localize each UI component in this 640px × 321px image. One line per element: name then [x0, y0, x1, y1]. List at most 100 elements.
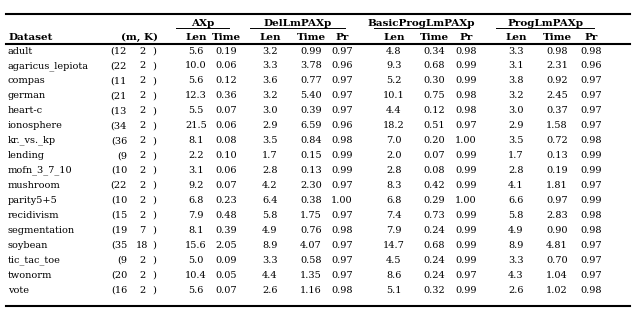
Text: 5.6: 5.6: [188, 76, 204, 85]
Text: 9.3: 9.3: [387, 61, 402, 70]
Text: 0.24: 0.24: [423, 226, 445, 235]
Text: 2: 2: [139, 211, 145, 220]
Text: 3.8: 3.8: [508, 76, 524, 85]
Text: Time: Time: [211, 32, 241, 41]
Text: (9: (9: [117, 256, 127, 265]
Text: 0.39: 0.39: [215, 226, 237, 235]
Text: 2: 2: [139, 196, 145, 205]
Text: 0.24: 0.24: [423, 271, 445, 280]
Text: 1.00: 1.00: [455, 196, 477, 205]
Text: 1.7: 1.7: [262, 151, 278, 160]
Text: mushroom: mushroom: [8, 181, 61, 190]
Text: tic_tac_toe: tic_tac_toe: [8, 255, 61, 265]
Text: Pr: Pr: [460, 32, 473, 41]
Text: 3.2: 3.2: [262, 47, 278, 56]
Text: 2.8: 2.8: [387, 166, 402, 175]
Text: ): ): [152, 271, 156, 280]
Text: kr._vs._kp: kr._vs._kp: [8, 136, 56, 145]
Text: 3.0: 3.0: [262, 106, 278, 115]
Text: 0.97: 0.97: [331, 91, 353, 100]
Text: 0.06: 0.06: [215, 61, 237, 70]
Text: ): ): [152, 61, 156, 70]
Text: (19: (19: [111, 226, 127, 235]
Text: 1.02: 1.02: [546, 286, 568, 295]
Text: 0.84: 0.84: [300, 136, 322, 145]
Text: Pr: Pr: [335, 32, 349, 41]
Text: 4.4: 4.4: [262, 271, 278, 280]
Text: 2: 2: [139, 271, 145, 280]
Text: 3.3: 3.3: [508, 256, 524, 265]
Text: 14.7: 14.7: [383, 241, 405, 250]
Text: 5.8: 5.8: [262, 211, 278, 220]
Text: 3.2: 3.2: [508, 91, 524, 100]
Text: 3.78: 3.78: [300, 61, 322, 70]
Text: 0.07: 0.07: [215, 286, 237, 295]
Text: 3.2: 3.2: [262, 91, 278, 100]
Text: ): ): [152, 211, 156, 220]
Text: 8.3: 8.3: [387, 181, 402, 190]
Text: 0.32: 0.32: [423, 286, 445, 295]
Text: 0.97: 0.97: [331, 181, 353, 190]
Text: Len: Len: [185, 32, 207, 41]
Text: 0.99: 0.99: [455, 226, 477, 235]
Text: (35: (35: [111, 241, 127, 250]
Text: (20: (20: [111, 271, 127, 280]
Text: Dataset: Dataset: [8, 32, 52, 41]
Text: 0.70: 0.70: [546, 256, 568, 265]
Text: 1.58: 1.58: [546, 121, 568, 130]
Text: mofn_3_7_10: mofn_3_7_10: [8, 166, 72, 175]
Text: 0.05: 0.05: [215, 271, 237, 280]
Text: ): ): [152, 76, 156, 85]
Text: 0.76: 0.76: [300, 226, 322, 235]
Text: 0.97: 0.97: [331, 241, 353, 250]
Text: 0.20: 0.20: [423, 136, 445, 145]
Text: 7.4: 7.4: [386, 211, 402, 220]
Text: 0.99: 0.99: [455, 256, 477, 265]
Text: (12: (12: [111, 47, 127, 56]
Text: agaricus_lepiota: agaricus_lepiota: [8, 61, 89, 71]
Text: 0.98: 0.98: [547, 47, 568, 56]
Text: 2.0: 2.0: [387, 151, 402, 160]
Text: (9: (9: [117, 151, 127, 160]
Text: 0.39: 0.39: [300, 106, 322, 115]
Text: 4.3: 4.3: [508, 271, 524, 280]
Text: 4.9: 4.9: [508, 226, 524, 235]
Text: ): ): [152, 286, 156, 295]
Text: 0.19: 0.19: [546, 166, 568, 175]
Text: 0.97: 0.97: [455, 121, 477, 130]
Text: 2.2: 2.2: [188, 151, 204, 160]
Text: 0.42: 0.42: [423, 181, 445, 190]
Text: 0.13: 0.13: [300, 166, 322, 175]
Text: 0.99: 0.99: [580, 166, 602, 175]
Text: 2.30: 2.30: [300, 181, 322, 190]
Text: 0.98: 0.98: [580, 136, 602, 145]
Text: ): ): [152, 226, 156, 235]
Text: Time: Time: [543, 32, 572, 41]
Text: Time: Time: [419, 32, 449, 41]
Text: 0.97: 0.97: [546, 196, 568, 205]
Text: 2.8: 2.8: [508, 166, 524, 175]
Text: 5.5: 5.5: [188, 106, 204, 115]
Text: heart-c: heart-c: [8, 106, 43, 115]
Text: 0.98: 0.98: [455, 47, 477, 56]
Text: 0.77: 0.77: [300, 76, 322, 85]
Text: 0.97: 0.97: [580, 181, 602, 190]
Text: 0.12: 0.12: [215, 76, 237, 85]
Text: 0.09: 0.09: [215, 256, 237, 265]
Text: 0.97: 0.97: [331, 211, 353, 220]
Text: (22: (22: [111, 181, 127, 190]
Text: 7.9: 7.9: [387, 226, 402, 235]
Text: (36: (36: [111, 136, 127, 145]
Text: 1.7: 1.7: [508, 151, 524, 160]
Text: segmentation: segmentation: [8, 226, 75, 235]
Text: 4.2: 4.2: [262, 181, 278, 190]
Text: 0.58: 0.58: [300, 256, 322, 265]
Text: 0.06: 0.06: [215, 166, 237, 175]
Text: ): ): [152, 136, 156, 145]
Text: 6.8: 6.8: [387, 196, 402, 205]
Text: 21.5: 21.5: [185, 121, 207, 130]
Text: 7.0: 7.0: [387, 136, 402, 145]
Text: 0.08: 0.08: [423, 166, 445, 175]
Text: 2.6: 2.6: [508, 286, 524, 295]
Text: recidivism: recidivism: [8, 211, 60, 220]
